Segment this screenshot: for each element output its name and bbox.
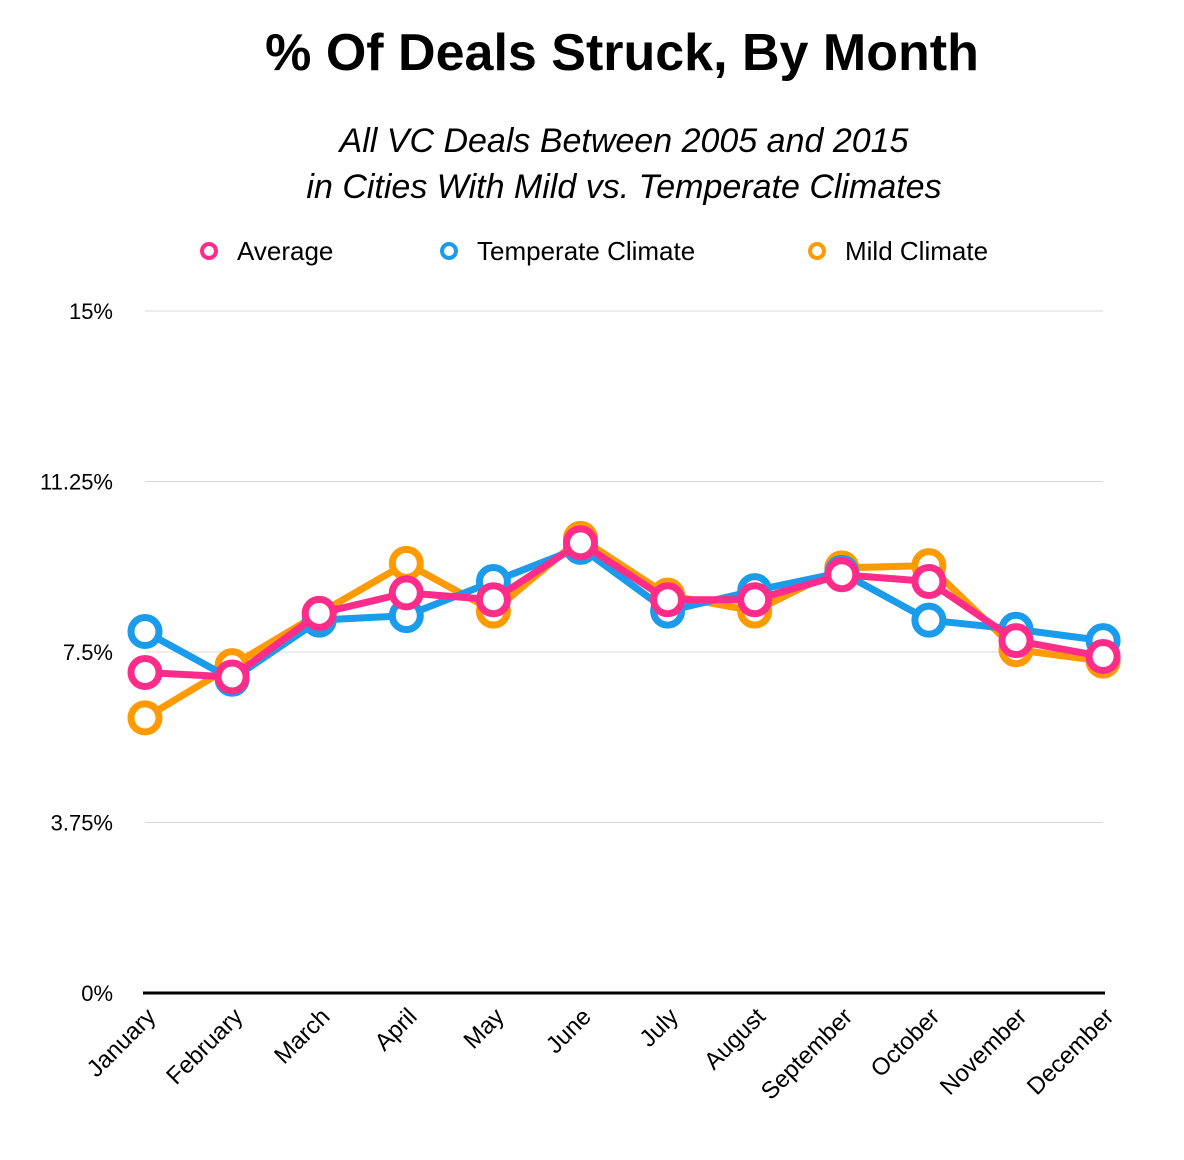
data-point-average xyxy=(911,564,947,600)
x-tick-label: July xyxy=(635,1003,684,1052)
data-point-mild-climate xyxy=(127,700,163,736)
data-point-mild-climate xyxy=(388,545,424,581)
series-average xyxy=(127,525,1121,695)
x-axis-ticks: January February March April May June July Augu… xyxy=(82,1003,1120,1105)
x-tick-label: February xyxy=(161,1003,248,1090)
chart-subtitle-line-2: in Cities With Mild vs. Temperate Climat… xyxy=(306,168,941,206)
x-tick-label: December xyxy=(1022,1003,1119,1100)
chart-subtitle-line-1: All VC Deals Between 2005 and 2015 xyxy=(338,122,909,160)
x-tick-label: September xyxy=(756,1003,858,1105)
x-tick-label: January xyxy=(82,1003,161,1082)
series xyxy=(127,520,1121,736)
y-tick-label: 3.75% xyxy=(51,811,113,836)
legend-marker-temperate-climate xyxy=(440,242,458,260)
legend-marker-mild-climate xyxy=(808,242,826,260)
legend-item-temperate-climate: Temperate Climate xyxy=(440,236,695,266)
y-axis-ticks: 0% 3.75% 7.5% 11.25% 15% xyxy=(40,299,113,1006)
legend-label-temperate-climate: Temperate Climate xyxy=(477,236,695,266)
legend-label-mild-climate: Mild Climate xyxy=(845,236,988,266)
data-point-average xyxy=(475,582,511,618)
data-point-average xyxy=(650,582,686,618)
y-tick-label: 15% xyxy=(69,299,113,324)
legend-item-average: Average xyxy=(200,236,333,266)
y-tick-label: 11.25% xyxy=(40,470,113,495)
data-point-average xyxy=(301,595,337,631)
data-point-temperate-climate xyxy=(911,602,947,638)
data-point-average xyxy=(737,582,773,618)
x-tick-label: October xyxy=(866,1003,945,1082)
x-tick-label: March xyxy=(269,1003,335,1069)
chart-title: % Of Deals Struck, By Month xyxy=(265,24,979,82)
x-tick-label: April xyxy=(369,1003,422,1056)
data-point-average xyxy=(998,623,1034,659)
data-point-average xyxy=(127,654,163,690)
gridlines xyxy=(145,310,1103,823)
x-tick-label: August xyxy=(699,1003,771,1075)
x-tick-label: June xyxy=(541,1003,597,1059)
data-point-average xyxy=(214,659,250,695)
data-point-average xyxy=(388,575,424,611)
y-tick-label: 7.5% xyxy=(63,640,113,665)
data-point-average xyxy=(1085,639,1121,675)
data-point-average xyxy=(563,525,598,561)
data-point-average xyxy=(824,557,860,593)
y-tick-label: 0% xyxy=(81,981,113,1006)
x-tick-label: November xyxy=(935,1003,1032,1100)
legend-label-average: Average xyxy=(237,236,333,266)
series-temperate-climate xyxy=(127,529,1121,697)
legend: Average Temperate Climate Mild Climate xyxy=(200,236,988,266)
series-mild-climate xyxy=(127,520,1121,736)
legend-item-mild-climate: Mild Climate xyxy=(808,236,988,266)
series-line-mild-climate xyxy=(141,534,1107,722)
series-line-average xyxy=(141,539,1107,681)
data-point-temperate-climate xyxy=(127,614,163,650)
x-tick-label: May xyxy=(458,1003,509,1054)
legend-marker-average xyxy=(200,242,218,260)
